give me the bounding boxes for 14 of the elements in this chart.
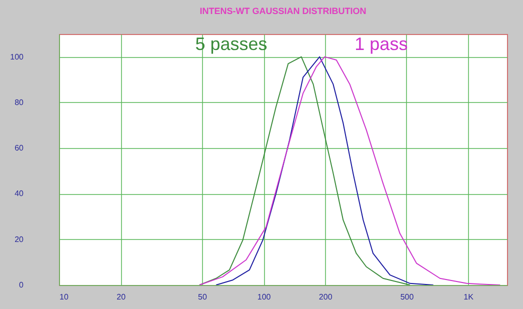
y-tick-label: 80 (14, 98, 24, 107)
y-tick-label: 20 (14, 234, 24, 244)
y-tick-label: 0 (19, 280, 24, 290)
y-tick-label: 100 (10, 52, 24, 62)
x-tick-label: 20 (116, 292, 126, 302)
x-tick-label: 500 (400, 292, 414, 302)
y-tick-label: 40 (14, 189, 24, 198)
x-tick-label: 50 (198, 292, 208, 302)
x-tick-label: 10 (60, 292, 69, 302)
y-tick-label: 60 (14, 144, 24, 153)
x-tick-label: 100 (257, 292, 272, 302)
x-tick-label: 200 (318, 292, 333, 302)
chart-title: INTENS-WT GAUSSIAN DISTRIBUTION (200, 6, 366, 16)
x-tick-label: 1K (464, 292, 474, 302)
